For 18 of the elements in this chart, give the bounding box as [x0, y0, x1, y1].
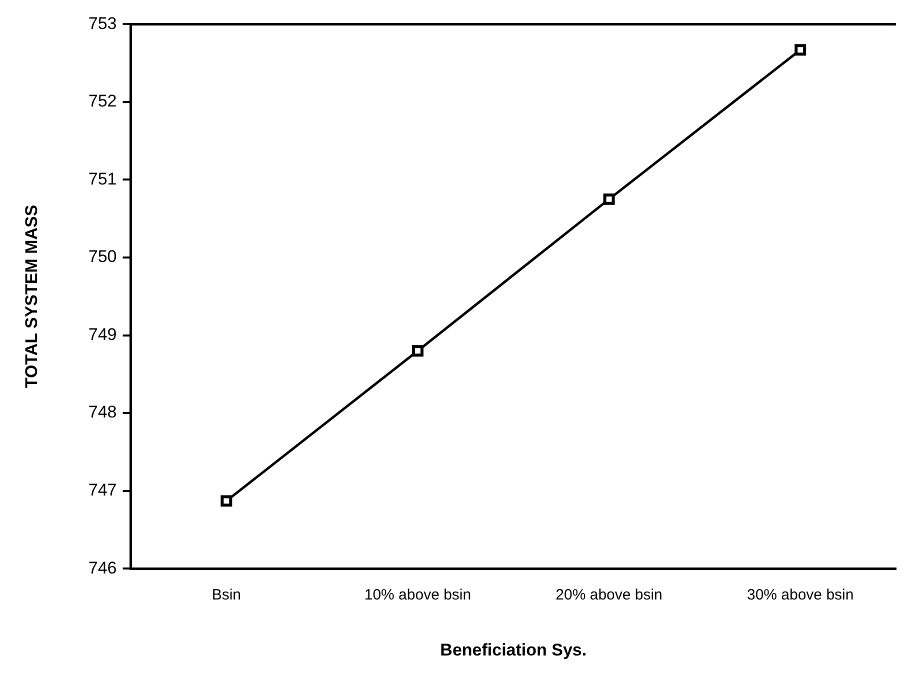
point	[603, 193, 615, 205]
y-tick-label: 749	[88, 324, 117, 344]
point	[794, 44, 806, 56]
x-tick-label: 10% above bsin	[364, 586, 472, 604]
point	[412, 345, 424, 357]
y-tick-label: 747	[88, 480, 117, 500]
point	[220, 495, 232, 507]
x-axis-title: Beneficiation Sys.	[440, 640, 587, 660]
x-tick-label: Bsin	[212, 586, 242, 604]
y-tick-label: 746	[88, 558, 117, 578]
x-tick-label: 20% above bsin	[556, 586, 662, 604]
y-tick-label: 750	[88, 247, 117, 266]
y-tick-label: 753	[88, 14, 117, 33]
y-axis-title: TOTAL SYSTEM MASS	[22, 204, 41, 388]
y-tick-label: 751	[88, 169, 117, 188]
x-tick-label: 30% above bsin	[746, 586, 854, 604]
y-tick-label: 748	[88, 402, 117, 422]
y-tick-label: 752	[88, 92, 117, 111]
